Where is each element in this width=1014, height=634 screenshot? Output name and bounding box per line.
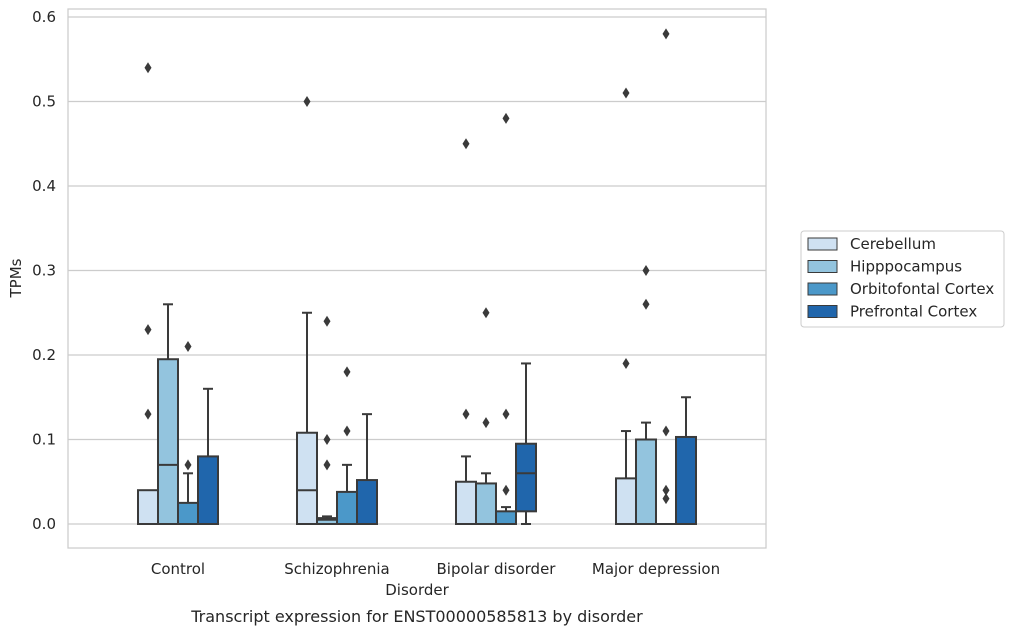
box-body (635, 438, 657, 525)
box-1-3 (635, 265, 657, 525)
box-body (675, 435, 697, 525)
legend-swatch (807, 282, 838, 296)
box-body (157, 358, 179, 525)
chart-caption: Transcript expression for ENST0000058581… (190, 607, 643, 626)
x-axis-label: Disorder (385, 581, 449, 599)
legend-label: Hipppocampus (850, 258, 962, 276)
y-tick-label: 0.2 (32, 346, 56, 364)
outlier-point (343, 366, 351, 378)
outlier-point (502, 408, 510, 420)
y-axis-label: TPMs (7, 258, 25, 298)
outlier-point (622, 87, 630, 99)
outlier-point (662, 28, 670, 40)
box-body (197, 455, 219, 525)
plot-frame (67, 8, 767, 549)
outlier-point (303, 96, 311, 107)
outlier-point (144, 62, 152, 74)
y-tick-label: 0.3 (32, 262, 56, 280)
box-2-3 (656, 28, 676, 525)
outlier-point (642, 265, 650, 276)
legend-label: Cerebellum (850, 235, 936, 253)
legend-frame (800, 230, 1005, 328)
outlier-point (622, 357, 630, 369)
outlier-point (184, 341, 192, 353)
outlier-point (662, 493, 670, 505)
x-tick-label: Control (151, 560, 205, 578)
y-axis-ticks: 0.0 0.1 0.2 0.3 0.4 0.5 0.6 (32, 8, 56, 533)
box-body (455, 480, 477, 525)
box-0-0 (137, 62, 159, 526)
x-tick-label: Bipolar disorder (437, 560, 557, 578)
box-1-1 (316, 315, 338, 526)
outlier-point (482, 417, 490, 429)
y-tick-label: 0.0 (32, 515, 56, 533)
box-0-2 (455, 138, 477, 525)
legend-swatch (807, 237, 838, 251)
box-body (495, 510, 517, 526)
outlier-point (144, 324, 152, 336)
y-tick-label: 0.6 (32, 8, 56, 26)
box-body (615, 477, 637, 525)
outlier-point (462, 138, 470, 150)
legend-items: Cerebellum Hipppocampus Orbitofontal Corte… (807, 235, 994, 321)
box-2-1 (336, 366, 358, 526)
box-1-2 (475, 307, 497, 526)
legend-label: Orbitofontal Cortex (850, 280, 994, 298)
box-3-1 (356, 413, 378, 525)
outlier-point (502, 112, 510, 124)
x-tick-label: Major depression (592, 560, 720, 578)
outlier-point (662, 425, 670, 437)
box-body (137, 489, 159, 526)
box-1-0 (157, 303, 179, 525)
box-body (356, 479, 378, 525)
outlier-point (323, 315, 331, 327)
y-tick-label: 0.5 (32, 93, 56, 111)
outlier-point (184, 459, 192, 471)
outlier-point (502, 484, 510, 496)
box-3-2 (515, 362, 537, 525)
outlier-point (642, 298, 650, 310)
x-tick-label: Schizophrenia (284, 560, 389, 578)
box-3-3 (675, 396, 697, 525)
box-2-0 (177, 341, 199, 525)
outlier-point (144, 408, 152, 420)
legend: Cerebellum Hipppocampus Orbitofontal Corte… (800, 230, 1005, 328)
box-0-3 (615, 87, 637, 525)
outlier-point (343, 425, 351, 437)
box-plot-area (137, 28, 697, 526)
box-3-0 (197, 387, 219, 525)
box-2-2 (495, 112, 517, 526)
grid-lines (68, 16, 766, 525)
outlier-point (323, 459, 331, 471)
box-body (475, 482, 497, 526)
y-tick-label: 0.4 (32, 177, 56, 195)
outlier-point (482, 307, 490, 319)
box-body (336, 490, 358, 526)
legend-label: Prefrontal Cortex (850, 303, 977, 321)
outlier-point (662, 484, 670, 496)
legend-swatch (807, 260, 838, 273)
box-body (177, 501, 199, 525)
legend-swatch (807, 305, 838, 318)
outlier-point (462, 408, 470, 420)
y-tick-label: 0.1 (32, 431, 56, 449)
box-0-1 (296, 96, 318, 525)
outlier-point (323, 434, 331, 445)
box-body (515, 442, 537, 513)
box-body (296, 431, 318, 525)
x-axis-ticks: Control Schizophrenia Bipolar disorder Majo… (151, 560, 720, 578)
